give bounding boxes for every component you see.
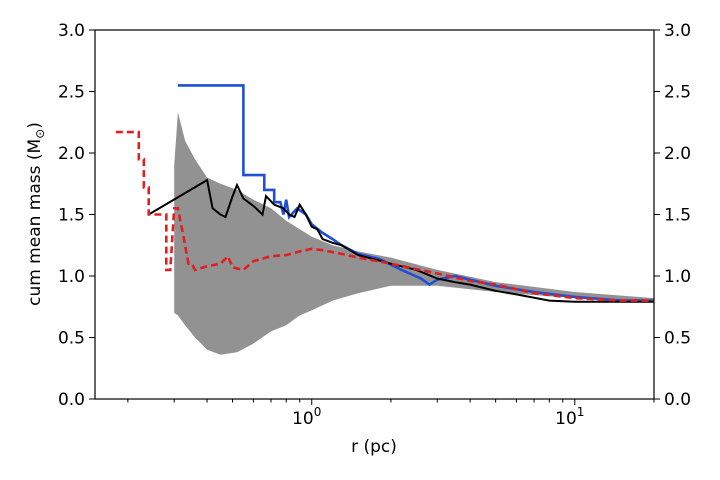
y-tick-label-right: 1.0 bbox=[664, 267, 691, 287]
x-tick-label: 100 bbox=[292, 405, 321, 429]
x-axis-label: r (pc) bbox=[351, 437, 397, 457]
y-tick-label-left: 2.0 bbox=[58, 144, 85, 164]
y-tick-label-right: 1.5 bbox=[664, 206, 691, 226]
y-tick-label-right: 2.0 bbox=[664, 144, 691, 164]
y-tick-label-left: 3.0 bbox=[58, 21, 85, 41]
y-tick-label-left: 2.5 bbox=[58, 83, 85, 103]
y-tick-label-left: 1.0 bbox=[58, 267, 85, 287]
x-axis: 100 101 bbox=[127, 399, 655, 429]
series-line-2 bbox=[148, 178, 654, 303]
y-axis-label-close: ) bbox=[25, 122, 45, 129]
x-tick-label-base: 10 bbox=[555, 409, 577, 429]
x-tick-label-exp: 0 bbox=[314, 405, 322, 419]
x-tick-label-exp: 1 bbox=[577, 405, 585, 419]
series-layer bbox=[115, 84, 654, 303]
x-tick-label-base: 10 bbox=[292, 409, 314, 429]
y-tick-label-right: 0.5 bbox=[664, 329, 691, 349]
series-line-3 bbox=[115, 130, 654, 302]
x-tick-label: 101 bbox=[555, 405, 584, 429]
y-tick-label-left: 0.0 bbox=[58, 390, 85, 410]
y-tick-label-left: 1.5 bbox=[58, 206, 85, 226]
left-axis: 0.0 0.5 1.0 1.5 2.0 2.5 3.0 bbox=[58, 21, 95, 410]
y-axis-label: cum mean mass (M⊙) bbox=[25, 122, 47, 306]
y-tick-label-right: 2.5 bbox=[664, 83, 691, 103]
right-axis: 0.0 0.5 1.0 1.5 2.0 2.5 3.0 bbox=[654, 21, 691, 410]
y-axis-label-text: cum mean mass (M bbox=[25, 139, 45, 306]
y-axis-label-symbol: ⊙ bbox=[33, 129, 47, 139]
y-tick-label-right: 0.0 bbox=[664, 390, 691, 410]
y-tick-label-left: 0.5 bbox=[58, 329, 85, 349]
series-line-1 bbox=[177, 84, 654, 302]
y-tick-label-right: 3.0 bbox=[664, 21, 691, 41]
